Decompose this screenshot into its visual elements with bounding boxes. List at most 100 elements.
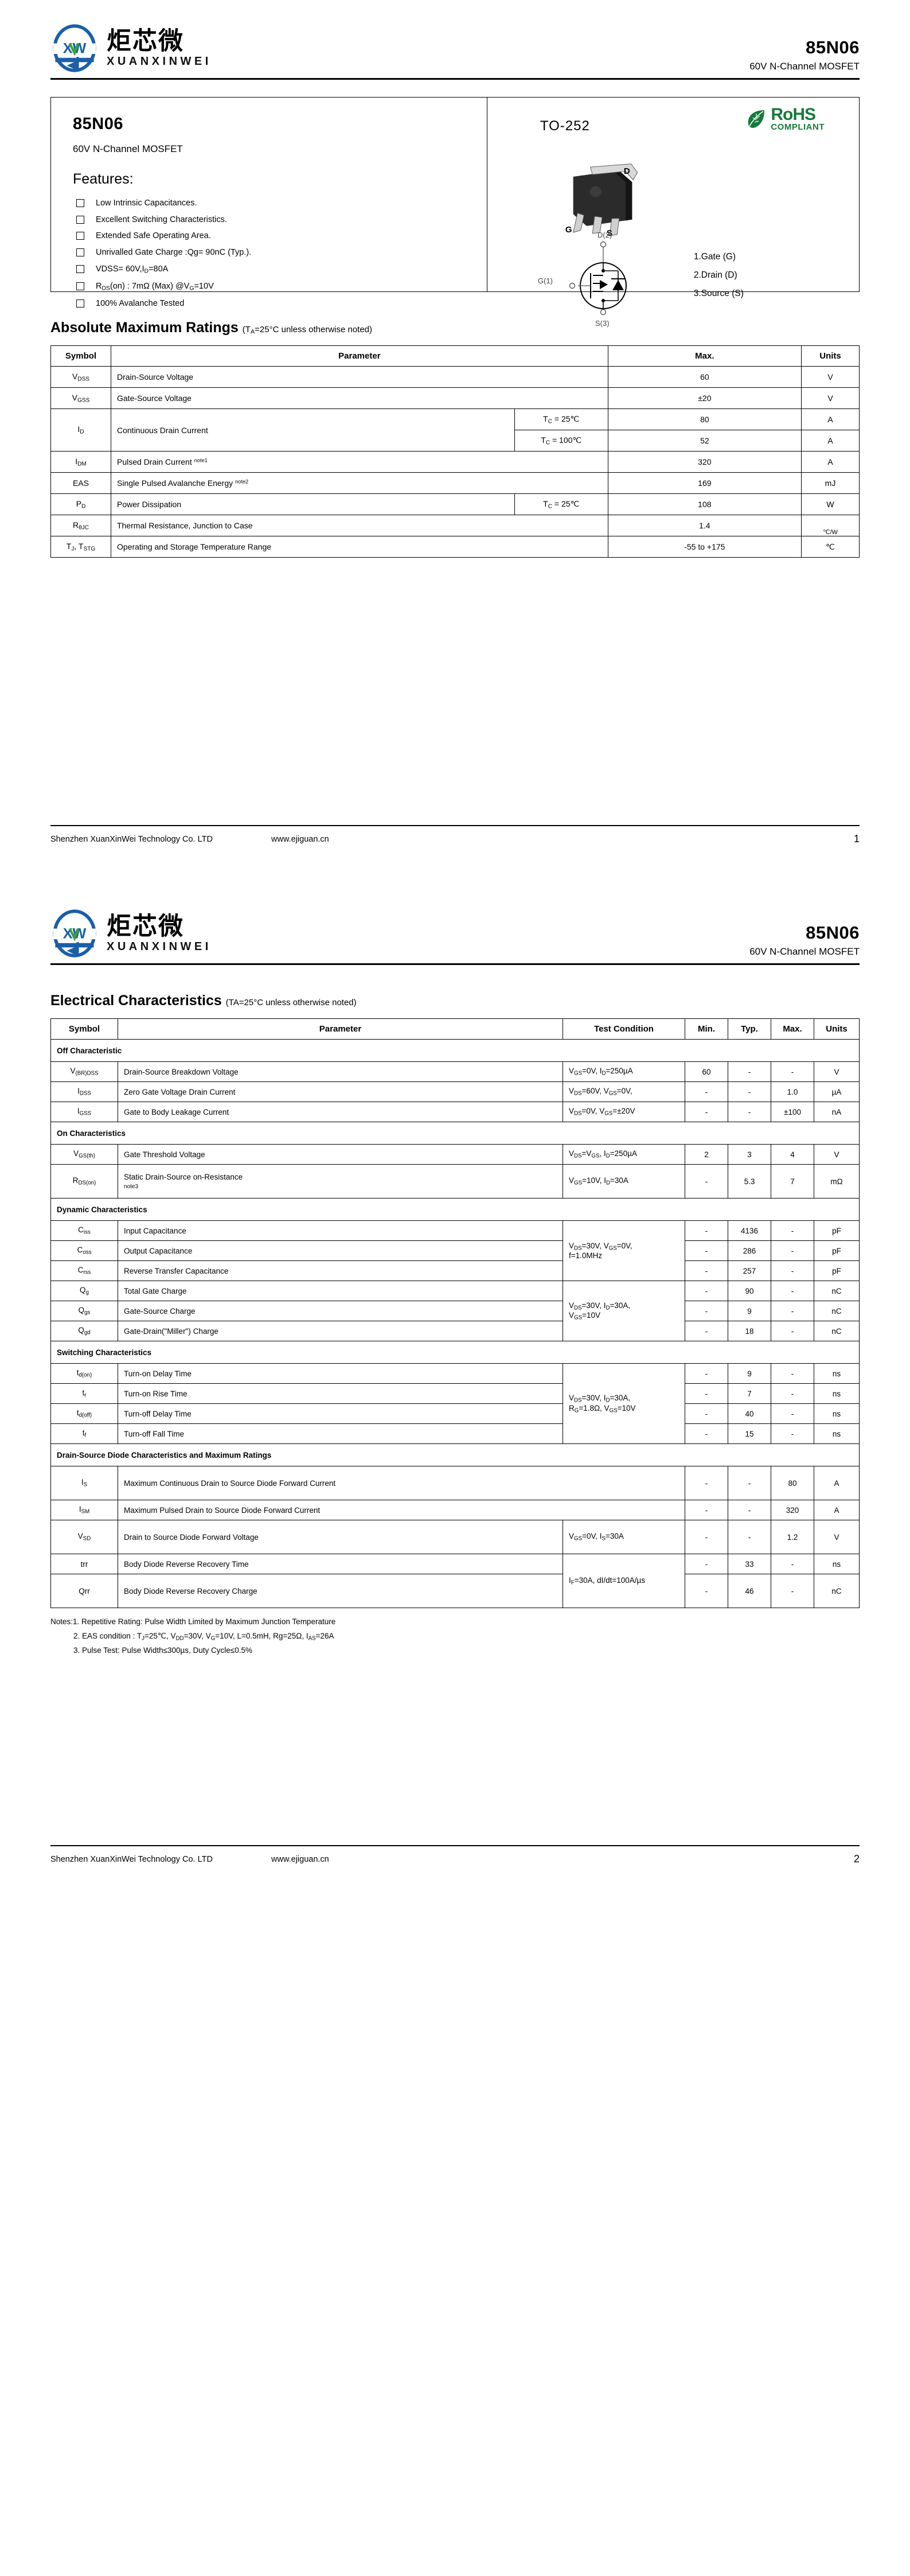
cell-max: - bbox=[771, 1301, 814, 1321]
page-1: XW 炬芯微 XUANXINWEI 85N06 60V N-Channel MO… bbox=[0, 0, 910, 845]
table-row: tf Turn-off Fall Time - 15 - ns bbox=[50, 1423, 860, 1444]
xw-logo-icon: XW bbox=[50, 909, 99, 958]
cell-symbol: PD bbox=[50, 493, 111, 515]
header-divider bbox=[50, 963, 860, 965]
table-row: VSD Drain to Source Diode Forward Voltag… bbox=[50, 1520, 860, 1554]
cell-typ: 4136 bbox=[728, 1220, 771, 1241]
checkbox-icon bbox=[76, 299, 84, 308]
cell-parameter: Gate to Body Leakage Current bbox=[118, 1102, 563, 1122]
table-row: tr Turn-on Rise Time - 7 - ns bbox=[50, 1383, 860, 1404]
cell-typ: 286 bbox=[728, 1240, 771, 1261]
cell-min: - bbox=[685, 1164, 728, 1198]
cell-symbol: EAS bbox=[50, 472, 111, 494]
table-group-row: Dynamic Characteristics bbox=[50, 1198, 860, 1221]
cell-typ: 257 bbox=[728, 1260, 771, 1281]
cell-parameter: Output Capacitance bbox=[118, 1240, 563, 1261]
cell-units: ℃ bbox=[801, 536, 860, 558]
cell-max: - bbox=[771, 1383, 814, 1404]
leaf-icon bbox=[748, 110, 765, 129]
overview-box: 85N06 60V N-Channel MOSFET Features: Low… bbox=[50, 97, 860, 328]
cell-max: - bbox=[771, 1423, 814, 1444]
cell-symbol: tr bbox=[50, 1383, 118, 1404]
group-label: Dynamic Characteristics bbox=[50, 1198, 860, 1221]
header-part-number: 85N06 bbox=[806, 923, 860, 943]
table-row: Qrr Body Diode Reverse Recovery Charge -… bbox=[50, 1574, 860, 1608]
cell-max: 1.4 bbox=[607, 515, 802, 536]
cell-units: nC bbox=[814, 1574, 860, 1608]
cell-min: - bbox=[685, 1240, 728, 1261]
cell-max: - bbox=[771, 1321, 814, 1341]
column-header-parameter: Parameter bbox=[111, 345, 608, 367]
cell-symbol: Qg bbox=[50, 1281, 118, 1301]
cell-typ: - bbox=[728, 1061, 771, 1082]
cell-symbol: tf bbox=[50, 1423, 118, 1444]
cell-parameter: Gate-Drain("Miller") Charge bbox=[118, 1321, 563, 1341]
footer-url[interactable]: www.ejiguan.cn bbox=[271, 834, 329, 844]
table-row: IS Maximum Continuous Drain to Source Di… bbox=[50, 1466, 860, 1500]
footer-url[interactable]: www.ejiguan.cn bbox=[271, 1854, 329, 1864]
features-list: Low Intrinsic Capacitances. Excellent Sw… bbox=[73, 198, 487, 309]
checkbox-icon bbox=[76, 282, 84, 290]
cell-parameter: Pulsed Drain Current note1 bbox=[111, 451, 608, 473]
note-2: 2. EAS condition : TJ=25℃, VDD=30V, VG=1… bbox=[73, 1631, 334, 1642]
cell-max: - bbox=[771, 1240, 814, 1261]
overview-right: TO-252 RoHS COMPLIANT bbox=[487, 98, 859, 328]
cell-max: 1.0 bbox=[771, 1081, 814, 1102]
company-logo: XW 炬芯微 XUANXINWEI bbox=[50, 24, 212, 72]
cell-parameter: Single Pulsed Avalanche Energy note2 bbox=[111, 472, 608, 494]
amr-section-title: Absolute Maximum Ratings (TA=25°C unless… bbox=[50, 320, 860, 336]
overview-description: 60V N-Channel MOSFET bbox=[73, 143, 183, 154]
cell-units: ℃/W bbox=[801, 515, 860, 536]
cell-units: A bbox=[814, 1466, 860, 1500]
cell-parameter: Power Dissipation bbox=[111, 493, 515, 515]
package-pin-s-label: S bbox=[606, 228, 612, 238]
cell-symbol: VGS(th) bbox=[50, 1144, 118, 1165]
column-header-test-condition: Test Condition bbox=[563, 1018, 685, 1040]
cell-min: - bbox=[685, 1500, 728, 1520]
table-row: td(off) Turn-off Delay Time - 40 - ns bbox=[50, 1403, 860, 1424]
cell-parameter: Drain to Source Diode Forward Voltage bbox=[118, 1520, 563, 1554]
feature-text: VDSS= 60V,ID=80A bbox=[96, 264, 169, 275]
cell-condition: VDS=0V, VGS=±20V bbox=[563, 1102, 685, 1122]
cell-units: ns bbox=[814, 1403, 860, 1424]
cell-min: - bbox=[685, 1383, 728, 1404]
cell-parameter: Drain-Source Voltage bbox=[111, 366, 608, 388]
cell-max: 80 bbox=[607, 408, 802, 430]
cell-symbol: IDSS bbox=[50, 1081, 118, 1102]
cell-min: - bbox=[685, 1301, 728, 1321]
header-part-number: 85N06 bbox=[806, 37, 860, 58]
cell-symbol: Qgs bbox=[50, 1301, 118, 1321]
cell-symbol: td(on) bbox=[50, 1363, 118, 1384]
table-row: TJ, TSTG Operating and Storage Temperatu… bbox=[50, 536, 860, 558]
cell-max: -55 to +175 bbox=[607, 536, 802, 558]
header-subtitle: 60V N-Channel MOSFET bbox=[749, 60, 860, 72]
cell-max: 7 bbox=[771, 1164, 814, 1198]
cell-parameter: Static Drain-Source on-Resistance note3 bbox=[118, 1164, 563, 1198]
company-logo: XW 炬芯微 XUANXINWEI bbox=[50, 909, 212, 958]
table-notes: Notes:1. Repetitive Rating: Pulse Width … bbox=[50, 1615, 860, 1658]
cell-min: - bbox=[685, 1466, 728, 1500]
cell-condition: IF=30A, dI/dt=100A/µs bbox=[563, 1554, 685, 1608]
cell-max: ±20 bbox=[607, 387, 802, 409]
cell-symbol: ID bbox=[50, 408, 111, 452]
list-item: 2.Drain (D) bbox=[693, 270, 737, 280]
cell-parameter: Reverse Transfer Capacitance bbox=[118, 1260, 563, 1281]
cell-max: 4 bbox=[771, 1144, 814, 1165]
cell-condition: VGS=0V, ID=250µA bbox=[563, 1061, 685, 1082]
cell-max: 1.2 bbox=[771, 1520, 814, 1554]
cell-symbol: Qrr bbox=[50, 1574, 118, 1608]
cell-symbol: Ciss bbox=[50, 1220, 118, 1241]
cell-max: - bbox=[771, 1554, 814, 1574]
column-header-symbol: Symbol bbox=[50, 345, 111, 367]
cell-symbol: trr bbox=[50, 1554, 118, 1574]
cell-typ: 9 bbox=[728, 1363, 771, 1384]
cell-condition: VGS=10V, ID=30A bbox=[563, 1164, 685, 1198]
footer-divider bbox=[50, 825, 860, 826]
cell-parameter: Body Diode Reverse Recovery Charge bbox=[118, 1574, 563, 1608]
cell-symbol: VSD bbox=[50, 1520, 118, 1554]
cell-typ: 3 bbox=[728, 1144, 771, 1165]
table-row: Qgs Gate-Source Charge - 9 - nC bbox=[50, 1301, 860, 1321]
table-row: IDM Pulsed Drain Current note1 320 A bbox=[50, 451, 860, 473]
cell-units: W bbox=[801, 493, 860, 515]
cell-units: nC bbox=[814, 1321, 860, 1341]
